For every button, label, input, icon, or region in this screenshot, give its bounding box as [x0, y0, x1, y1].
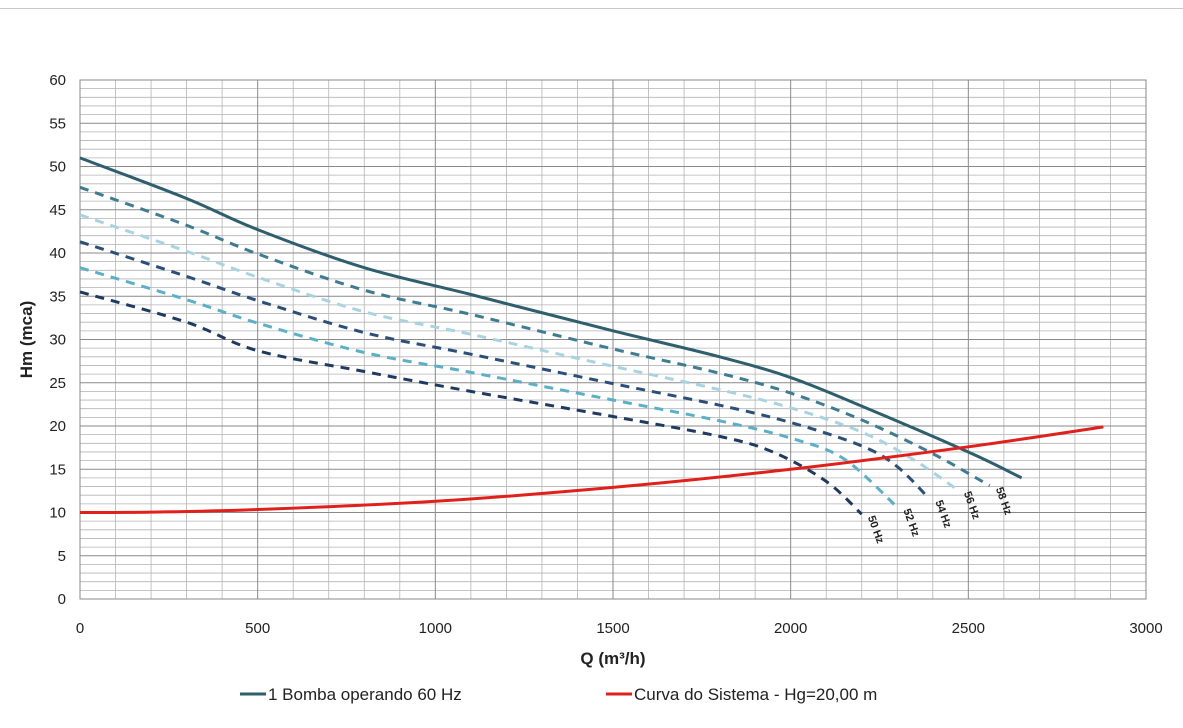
x-tick-label: 0 [76, 620, 84, 637]
series-layer [79, 156, 1104, 516]
y-tick-label: 35 [49, 288, 66, 305]
curve-pump-60hz [79, 156, 1023, 480]
legend-label-pump: 1 Bomba operando 60 Hz [268, 685, 462, 704]
y-tick-label: 25 [49, 375, 66, 392]
plot-frame [79, 79, 1147, 600]
x-tick-label: 3000 [1129, 620, 1162, 637]
curve-52-hz [79, 266, 899, 509]
y-tick-label: 5 [58, 548, 66, 565]
y-tick-label: 40 [49, 245, 66, 262]
x-tick-label: 2500 [952, 620, 985, 637]
x-axis-title: Q (m³/h) [580, 649, 645, 668]
x-tick-label: 2000 [774, 620, 807, 637]
x-tick-label: 500 [245, 620, 270, 637]
curve-58-hz [79, 185, 991, 488]
x-tick-label: 1000 [419, 620, 452, 637]
curve-56-hz [79, 213, 959, 492]
y-tick-label: 10 [49, 505, 66, 522]
y-axis-title: Hm (mca) [17, 301, 36, 378]
y-tick-label: 55 [49, 115, 66, 132]
x-tick-labels: 0 500 1000 1500 2000 2500 3000 [76, 620, 1163, 637]
frequency-label: 56 Hz [961, 490, 982, 522]
legend: 1 Bomba operando 60 Hz Curva do Sistema … [240, 685, 877, 704]
curve-50-hz [79, 290, 863, 516]
curve-54-hz [79, 240, 931, 500]
y-tick-label: 50 [49, 159, 66, 176]
curve-system [79, 425, 1104, 514]
y-tick-label: 0 [58, 591, 66, 608]
x-tick-label: 1500 [596, 620, 629, 637]
y-tick-label: 15 [49, 461, 66, 478]
legend-label-system: Curva do Sistema - Hg=20,00 m [634, 685, 877, 704]
y-tick-labels: 0 5 10 15 20 25 30 35 40 45 50 55 60 [49, 72, 66, 608]
y-tick-label: 60 [49, 72, 66, 89]
frequency-label: 54 Hz [932, 499, 953, 531]
y-tick-label: 30 [49, 332, 66, 349]
y-tick-label: 45 [49, 202, 66, 219]
top-rule [0, 8, 1183, 9]
y-tick-label: 20 [49, 418, 66, 435]
frequency-label: 52 Hz [900, 507, 921, 539]
